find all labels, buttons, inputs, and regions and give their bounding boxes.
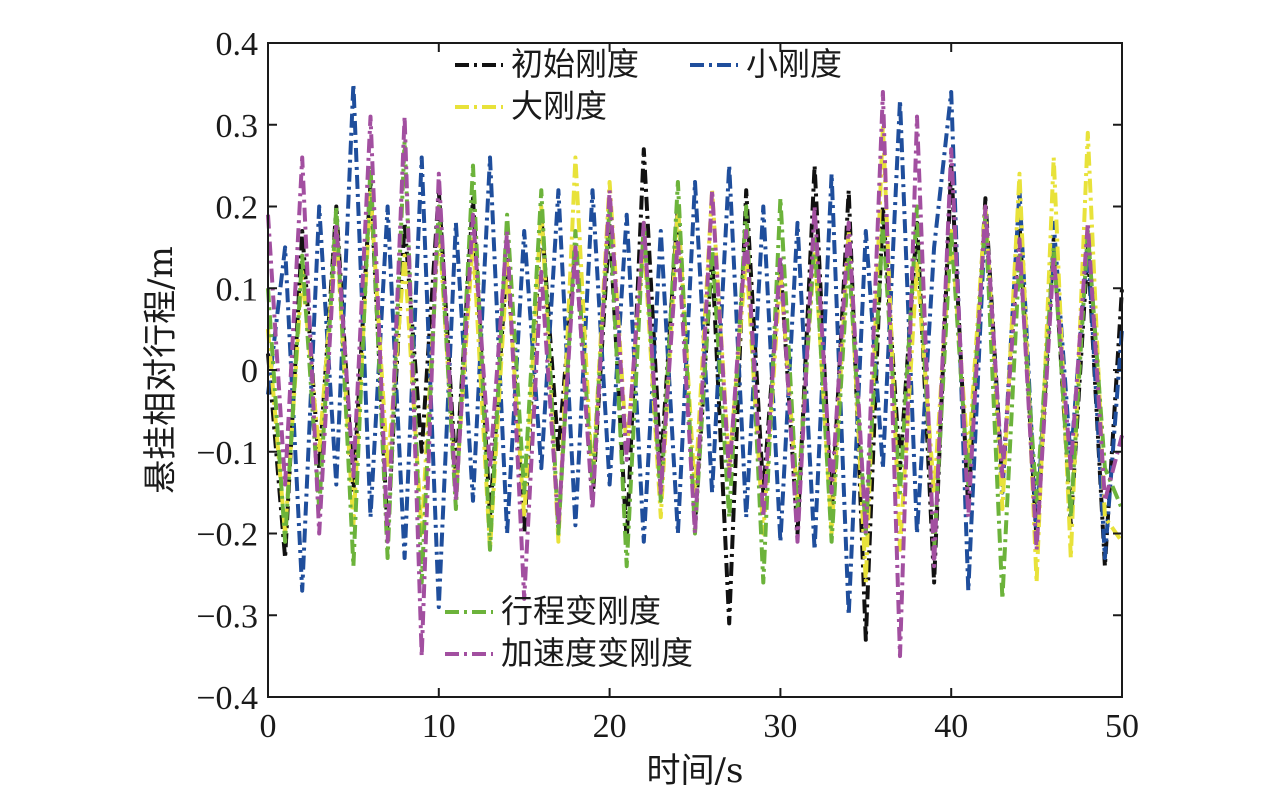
series-line-5 (266, 90, 1124, 659)
y-tick-label: −0.2 (196, 517, 258, 554)
legend-label: 初始刚度 (511, 45, 639, 83)
legend-entry-5: 加速度变刚度 (445, 634, 693, 672)
x-tick-label: 20 (593, 708, 627, 745)
legend-label: 大刚度 (511, 87, 607, 125)
y-tick-label: −0.1 (196, 435, 258, 472)
x-tick-label: 40 (934, 708, 968, 745)
y-tick-label: 0 (241, 353, 258, 390)
tick-layer: 0 10 20 30 40 50 0.4 0.3 0.2 0.1 0 −0.1 −0.2 −0.3 −0.4 (196, 26, 1139, 745)
y-tick-label: −0.3 (196, 598, 258, 635)
legend-entry-1: 初始刚度 (455, 45, 639, 83)
y-tick-label: 0.2 (216, 190, 259, 227)
series-layer (266, 81, 1124, 659)
y-tick-label: 0.3 (216, 108, 259, 145)
x-tick-label: 30 (763, 708, 797, 745)
legend-entry-3: 大刚度 (455, 87, 607, 125)
legend-entry-4: 行程变刚度 (445, 592, 661, 630)
x-tick-label: 10 (422, 708, 456, 745)
y-axis-title: 悬挂相对行程/m (141, 246, 181, 494)
series-line-2 (266, 81, 1124, 618)
legend-label: 加速度变刚度 (501, 634, 693, 672)
legend-entry-2: 小刚度 (690, 45, 842, 83)
legend-label: 行程变刚度 (501, 592, 661, 630)
y-tick-label: 0.1 (216, 271, 259, 308)
x-axis-title: 时间/s (647, 751, 744, 791)
series-line-1 (266, 147, 1124, 642)
x-tick-label: 0 (260, 708, 277, 745)
y-tick-label: −0.4 (196, 680, 258, 717)
x-tick-label: 50 (1105, 708, 1139, 745)
y-tick-label: 0.4 (216, 26, 259, 63)
legend-label: 小刚度 (746, 45, 842, 83)
